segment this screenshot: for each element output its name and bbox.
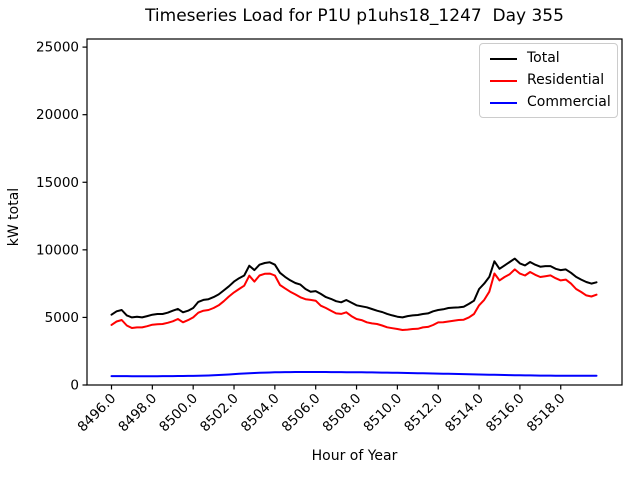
- legend-entry-residential: Residential: [490, 73, 607, 88]
- x-tick-label: 8510.0: [360, 391, 405, 436]
- legend-box: Total Residential Commercial: [479, 43, 618, 118]
- x-tick-label: 8516.0: [483, 391, 528, 436]
- y-tick-label: 10000: [36, 242, 79, 258]
- series-line-total: [110, 257, 598, 319]
- y-tick-label: 25000: [36, 40, 79, 56]
- legend-label: Residential: [527, 72, 605, 88]
- legend-label: Total: [527, 50, 560, 66]
- x-tick-label: 8502.0: [197, 391, 242, 436]
- legend-label: Commercial: [527, 94, 611, 110]
- axes-spines: [86, 38, 623, 386]
- legend-line-sample: [490, 101, 517, 104]
- x-tick-label: 8518.0: [524, 391, 569, 436]
- x-tick-label: 8496.0: [75, 391, 120, 436]
- legend-entry-commercial: Commercial: [490, 95, 611, 110]
- chart-title: Timeseries Load for P1U p1uhs18_1247 Day…: [145, 6, 564, 26]
- x-axis-label: Hour of Year: [311, 448, 398, 464]
- legend-line-sample: [490, 79, 517, 82]
- y-tick-label: 15000: [36, 175, 79, 191]
- x-tick-label: 8508.0: [320, 391, 365, 436]
- series-line-residential: [110, 268, 598, 331]
- y-axis-label: kW total: [6, 187, 22, 247]
- x-tick-label: 8514.0: [442, 391, 487, 436]
- legend-entry-total: Total: [490, 51, 607, 66]
- legend-line-sample: [490, 57, 517, 60]
- x-tick-label: 8500.0: [156, 391, 201, 436]
- x-tick-label: 8512.0: [401, 391, 446, 436]
- x-tick-label: 8506.0: [279, 391, 324, 436]
- x-tick-label: 8498.0: [115, 391, 160, 436]
- y-tick-label: 0: [70, 378, 79, 394]
- series-line-commercial: [110, 371, 598, 378]
- y-tick-label: 20000: [36, 107, 79, 123]
- y-tick-label: 5000: [45, 310, 79, 326]
- x-tick-label: 8504.0: [238, 391, 283, 436]
